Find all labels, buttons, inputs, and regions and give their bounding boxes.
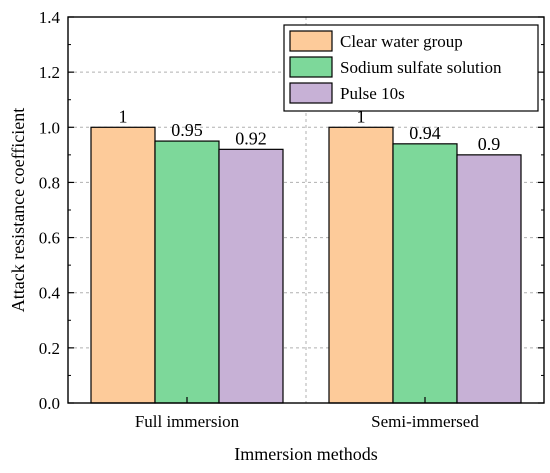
y-tick-label: 1.0 bbox=[39, 118, 60, 137]
y-tick-label: 1.2 bbox=[39, 63, 60, 82]
y-tick-label: 0.4 bbox=[39, 284, 61, 303]
legend-label: Pulse 10s bbox=[340, 84, 405, 103]
bar-data-label: 1 bbox=[119, 106, 128, 126]
plot-frame bbox=[67, 16, 545, 404]
bar-data-label: 1 bbox=[357, 106, 366, 126]
y-tick-label: 0.8 bbox=[39, 173, 60, 192]
bars bbox=[90, 126, 522, 404]
y-tick-label: 0.2 bbox=[39, 339, 60, 358]
x-tick-label: Full immersion bbox=[135, 412, 240, 431]
legend-swatch bbox=[289, 30, 333, 52]
bar bbox=[328, 126, 394, 404]
bar bbox=[218, 148, 284, 404]
legend-label: Sodium sulfate solution bbox=[340, 58, 502, 77]
y-axis-title: Attack resistance coefficient bbox=[8, 108, 28, 313]
bar-data-label: 0.9 bbox=[478, 134, 501, 154]
legend-swatch bbox=[289, 82, 333, 104]
bar bbox=[90, 126, 156, 404]
bar-data-label: 0.95 bbox=[171, 120, 203, 140]
bar bbox=[392, 143, 458, 404]
legend-swatch bbox=[289, 56, 333, 78]
legend: Clear water group Sodium sulfate solution… bbox=[283, 24, 539, 112]
data-labels: 1 0.95 0.92 1 0.94 0.9 bbox=[119, 106, 501, 154]
axes: 0.0 0.2 0.4 0.6 0.8 1.0 1.2 1.4 Full immersion Se… bbox=[39, 8, 545, 431]
y-tick-label: 1.4 bbox=[39, 8, 61, 27]
bar-data-label: 0.92 bbox=[235, 128, 267, 148]
x-tick-label: Semi-immersed bbox=[371, 412, 479, 431]
bar-data-label: 0.94 bbox=[409, 123, 441, 143]
y-tick-label: 0.6 bbox=[39, 229, 60, 248]
legend-label: Clear water group bbox=[340, 32, 463, 51]
bar bbox=[154, 140, 220, 404]
y-tick-label: 0.0 bbox=[39, 394, 60, 413]
bar bbox=[456, 154, 522, 404]
x-axis-title: Immersion methods bbox=[234, 444, 377, 464]
